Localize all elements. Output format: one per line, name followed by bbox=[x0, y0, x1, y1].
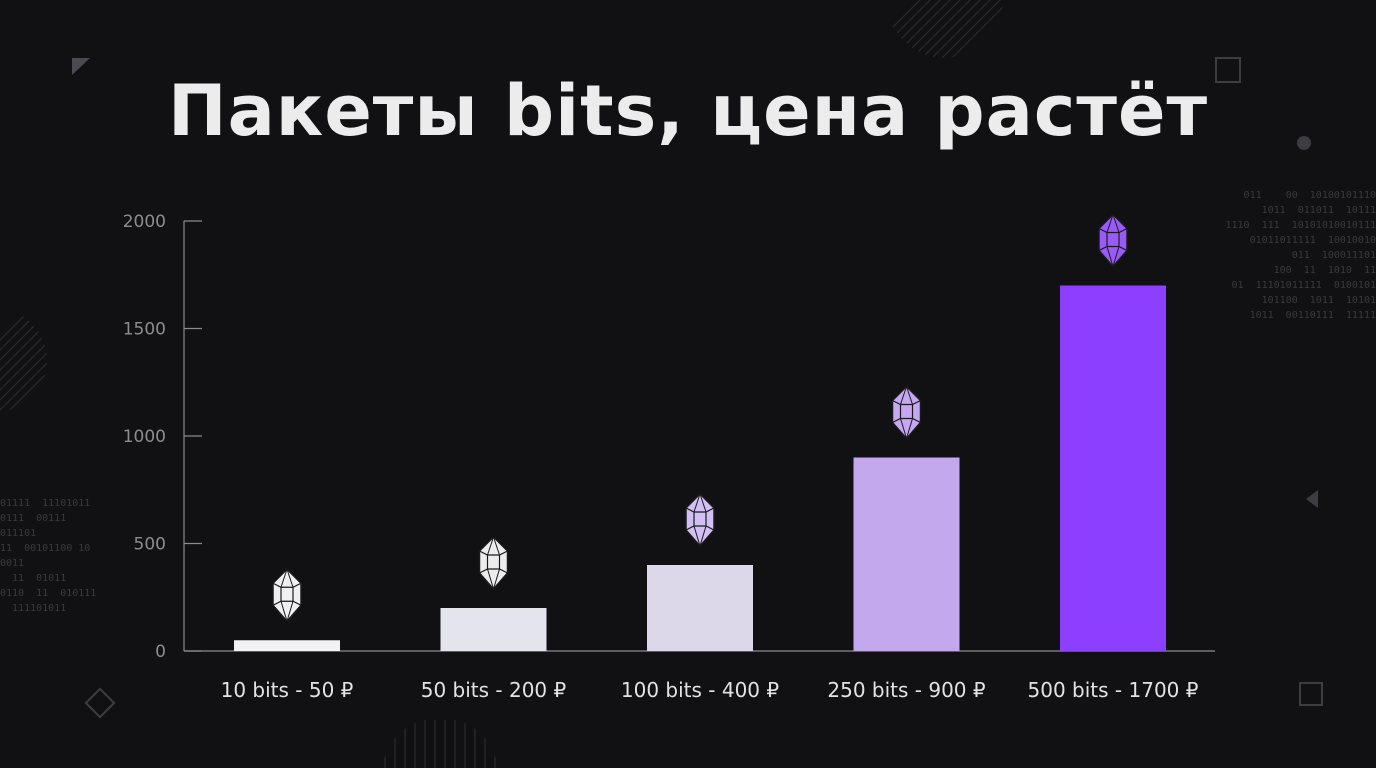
bar bbox=[853, 457, 960, 651]
y-tick-label: 0 bbox=[155, 642, 166, 662]
binary-pattern-right: 011 00 10100101110 1011 011011 10111 111… bbox=[1225, 190, 1376, 321]
y-tick-label: 500 bbox=[134, 535, 166, 555]
x-tick-label: 100 bits - 400 ₽ bbox=[621, 678, 780, 702]
bar bbox=[440, 608, 547, 651]
x-tick-label: 10 bits - 50 ₽ bbox=[221, 678, 354, 702]
diamond-gem-icon bbox=[891, 385, 922, 440]
page-title: Пакеты bits, цена растёт bbox=[167, 70, 1209, 152]
outline-square-icon bbox=[1215, 57, 1241, 83]
x-tick-label: 250 bits - 900 ₽ bbox=[827, 678, 986, 702]
outline-diamond-icon bbox=[84, 687, 116, 719]
y-tick-label: 2000 bbox=[123, 212, 166, 232]
corner-triangle-icon bbox=[72, 58, 90, 75]
bar bbox=[234, 640, 340, 651]
left-arrow-icon bbox=[1306, 490, 1318, 508]
y-tick-label: 1000 bbox=[123, 427, 166, 447]
dot-icon bbox=[1297, 136, 1311, 150]
bar bbox=[647, 565, 753, 651]
outline-square-icon-bottom bbox=[1299, 682, 1323, 706]
diamond-gem-icon bbox=[1098, 213, 1128, 268]
diamond-gem-icon bbox=[478, 536, 509, 590]
y-tick-label: 1500 bbox=[123, 320, 166, 340]
bar bbox=[1060, 285, 1166, 651]
diamond-gem-icon bbox=[685, 493, 715, 547]
x-tick-label: 50 bits - 200 ₽ bbox=[421, 678, 567, 702]
x-tick-label: 500 bits - 1700 ₽ bbox=[1028, 678, 1199, 702]
diamond-gem-icon bbox=[272, 568, 302, 622]
binary-pattern-left: 01111 11101011 0111 00111 011101 11 0010… bbox=[0, 498, 97, 614]
